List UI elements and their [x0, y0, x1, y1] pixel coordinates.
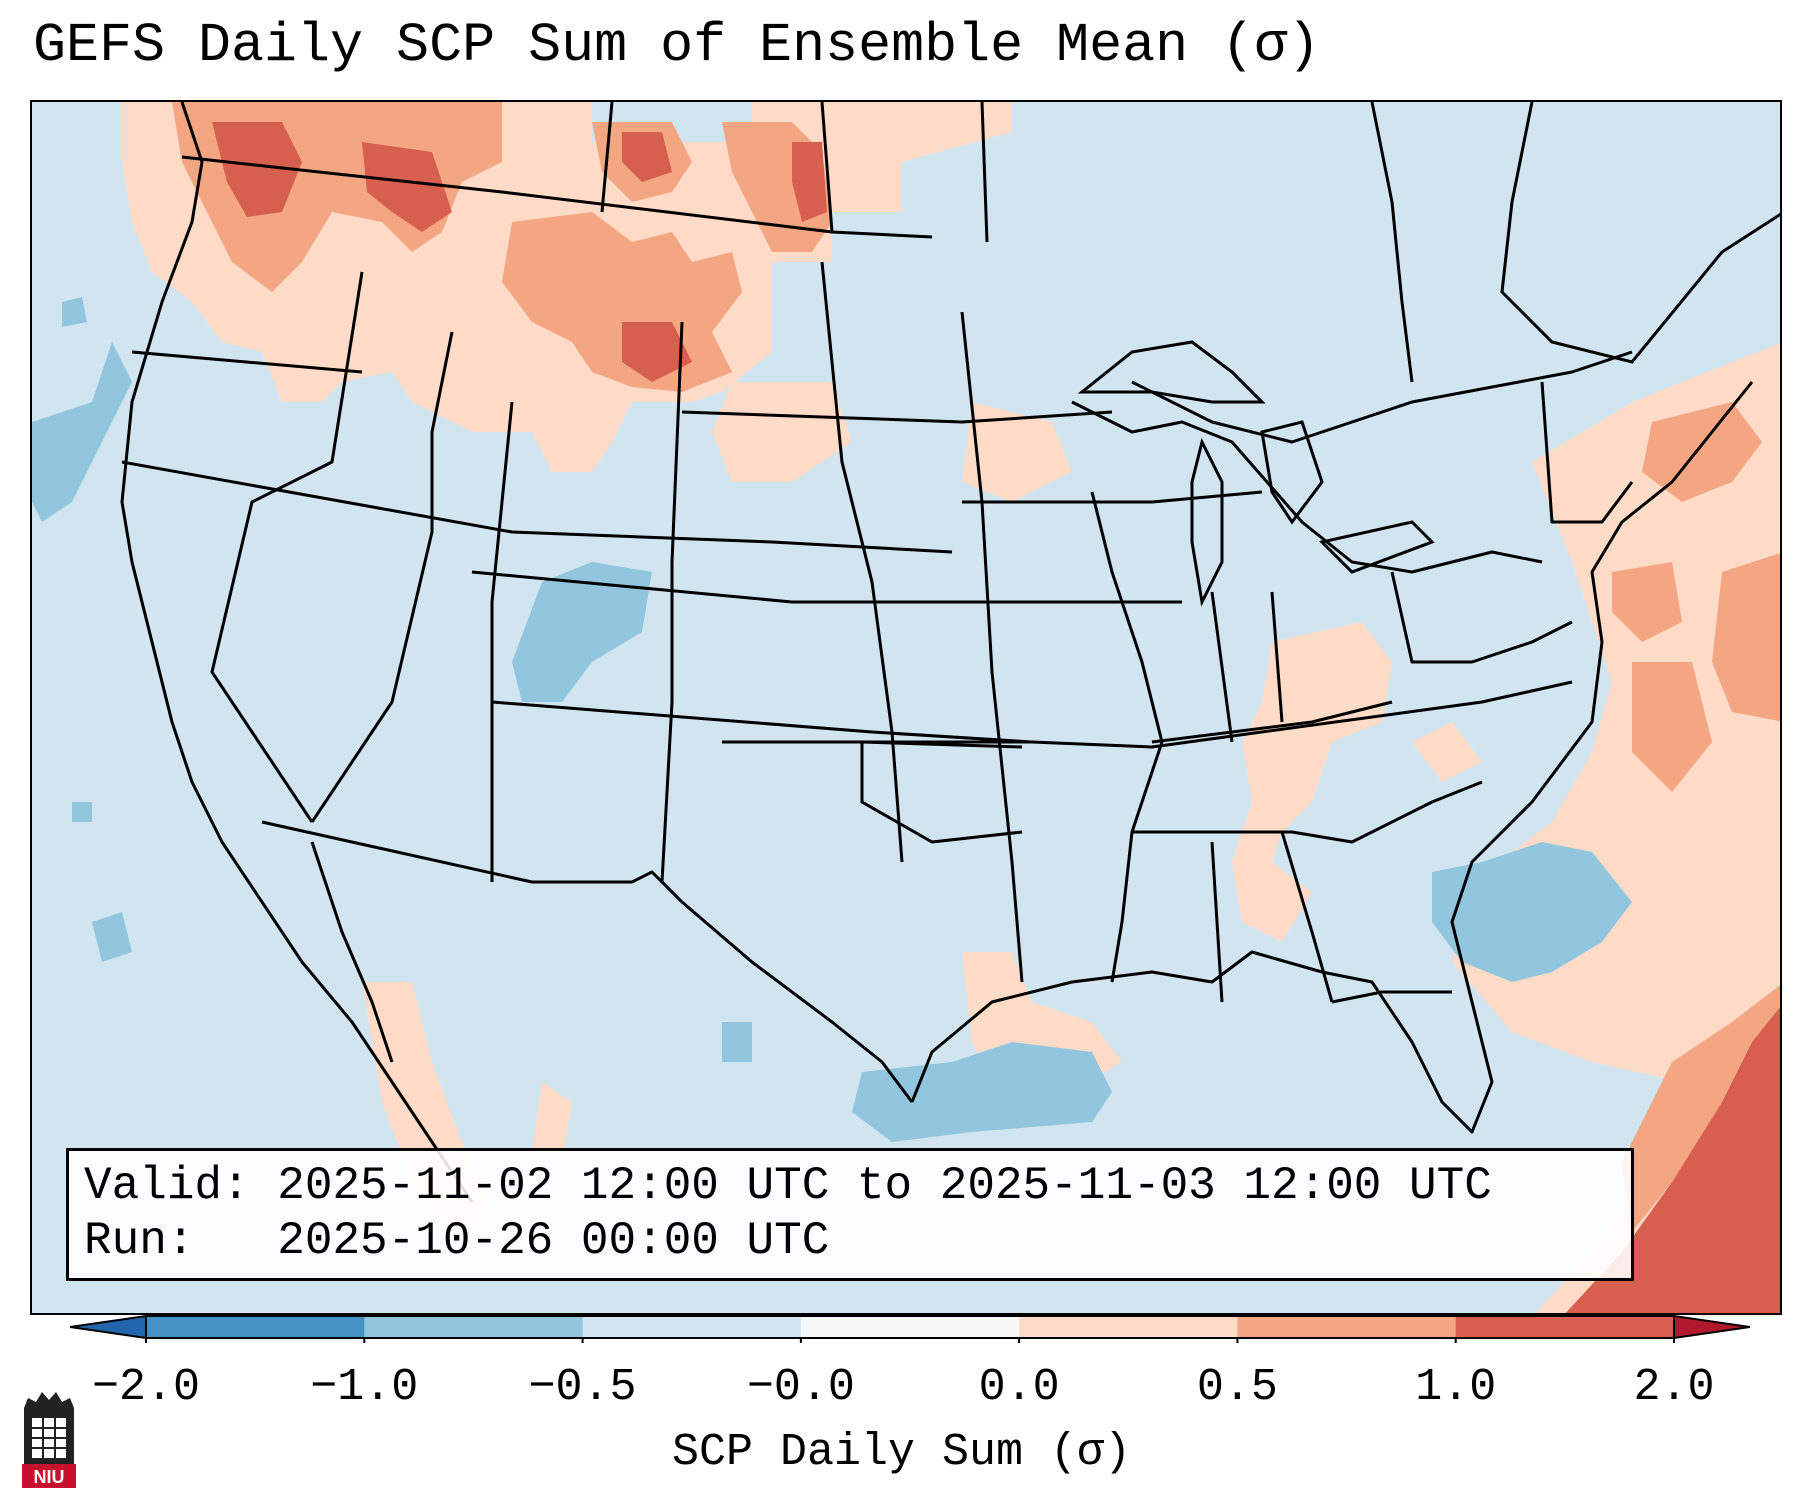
border-west-vertical-1 — [210, 271, 364, 823]
colorbar-frame — [145, 1315, 1675, 1339]
coastline-gulf — [910, 381, 1754, 1134]
map-panel — [30, 100, 1782, 1315]
colorbar-label: SCP Daily Sum (σ) — [671, 1427, 1132, 1478]
colorbar-segments — [70, 1314, 1750, 1340]
colorbar-segment — [1455, 1316, 1675, 1338]
baja-coast — [310, 841, 394, 1063]
border-al-ga — [1210, 841, 1224, 1003]
anomaly-region-atlantic-cool — [1432, 842, 1632, 982]
border-ca-mb — [980, 102, 989, 243]
border-midwest-2 — [962, 490, 1263, 504]
colorbar-tick-label: −0.0 — [746, 1362, 855, 1413]
border-ks-ok — [861, 740, 1023, 749]
anomaly-region-plains — [712, 382, 1072, 502]
colorbar-tick-label: −1.0 — [310, 1362, 419, 1413]
border-new-england — [1540, 381, 1634, 524]
border-wa-or — [131, 350, 363, 374]
map-canvas — [32, 102, 1780, 1313]
valid-time-range: 2025-11-02 12:00 UTC to 2025-11-03 12:00… — [277, 1160, 1492, 1212]
colorbar — [70, 1314, 1750, 1343]
border-fl — [1331, 990, 1452, 1004]
anomaly-region-ohio-valley — [1232, 622, 1482, 942]
colorbar-tick-label: −0.5 — [528, 1362, 637, 1413]
colorbar-segment — [146, 1316, 365, 1338]
niu-logo: NIU — [22, 1392, 76, 1488]
border-ok-tx — [722, 680, 1573, 749]
anomaly-region-caribbean-moderate — [1622, 985, 1780, 1232]
border-oh-valley — [1210, 591, 1234, 743]
border-co-nm — [491, 700, 1033, 744]
colorbar-tick-label: −2.0 — [91, 1362, 201, 1413]
colorbar-tick-label: 0.5 — [1196, 1362, 1278, 1413]
colorbar-segment — [1237, 1316, 1457, 1338]
border-mississippi — [1090, 491, 1164, 983]
border-canada-us-east — [1131, 350, 1633, 444]
border-great-lakes — [1071, 400, 1543, 574]
lake-huron — [1260, 420, 1324, 525]
border-us-mexico — [261, 820, 914, 1103]
scp-anomaly-field — [32, 102, 1780, 1313]
logo-badge — [22, 1464, 76, 1488]
lake-erie — [1319, 520, 1435, 574]
border-southeast — [1132, 780, 1483, 844]
colorbar-tick-label: 0.0 — [978, 1362, 1060, 1413]
colorbar-tick-label: 2.0 — [1633, 1362, 1715, 1413]
border-tx-ok-south — [860, 742, 1023, 844]
border-ca-ne — [1370, 102, 1414, 383]
colorbar-extend-high — [1673, 1314, 1750, 1340]
colorbar-extend-low — [70, 1314, 147, 1340]
border-in-oh — [1270, 591, 1284, 723]
border-northeast — [1390, 571, 1573, 664]
colorbar-ticks — [145, 1338, 1675, 1343]
border-plains-east — [960, 311, 1024, 983]
border-nd-sd — [820, 102, 834, 233]
border-midwest-horizontal — [681, 410, 1113, 424]
border-ga-fl — [1280, 831, 1334, 1003]
border-rockies — [660, 321, 684, 883]
border-ne-ks — [471, 570, 1182, 604]
colorbar-tick-label: 1.0 — [1415, 1362, 1497, 1413]
run-time: 2025-10-26 00:00 UTC — [277, 1215, 830, 1267]
run-label: Run: — [84, 1215, 278, 1267]
border-canada-us — [181, 155, 933, 239]
border-or-ca-nv — [121, 460, 953, 554]
anomaly-region-caribbean-strong — [1565, 1007, 1780, 1313]
border-mountain-vertical — [490, 401, 514, 882]
anomaly-region-atlantic-moderate — [1612, 402, 1780, 792]
border-tn-ky — [1151, 700, 1393, 744]
colorbar-segment — [364, 1316, 584, 1338]
great-lakes — [1077, 102, 1780, 607]
border-sk-ab — [600, 102, 614, 213]
colorbar-segment — [1019, 1316, 1238, 1338]
map-title: GEFS Daily SCP Sum of Ensemble Mean (σ) — [33, 14, 1321, 77]
valid-label: Valid: — [84, 1160, 278, 1212]
valid-run-infobox: Valid: 2025-11-02 12:00 UTC to 2025-11-0… — [66, 1148, 1634, 1281]
coastline-west — [120, 102, 474, 1203]
colorbar-segment — [582, 1316, 802, 1338]
logo-text: NIU — [34, 1467, 65, 1487]
anomaly-region-colorado-cool — [512, 562, 652, 702]
border-west-vertical-2 — [310, 331, 454, 823]
lake-superior — [1077, 340, 1266, 404]
lake-michigan — [1190, 437, 1224, 607]
anomaly-region-pacific-cool — [32, 297, 132, 522]
border-plains-vertical — [820, 261, 904, 863]
state-borders — [120, 102, 1754, 1203]
colorbar-segment — [800, 1316, 1020, 1338]
anomaly-region-strong — [212, 122, 827, 382]
anomaly-region-gulf-cool — [72, 802, 1112, 1142]
hudson-bay-coast — [1500, 102, 1780, 364]
logo-grid-icon — [32, 1418, 66, 1458]
